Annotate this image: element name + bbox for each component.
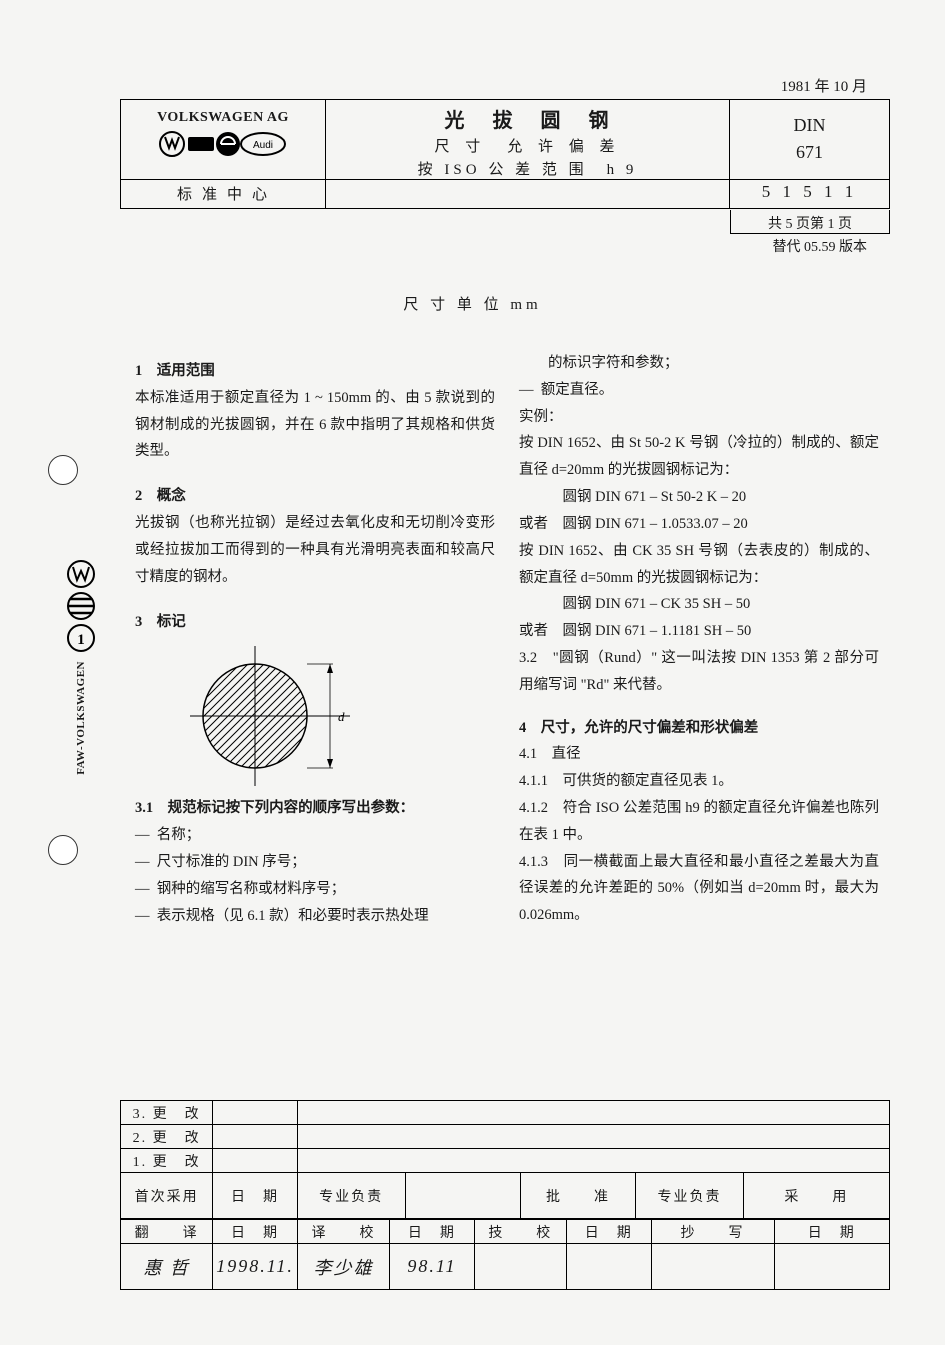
tech-proof-label: 技 校 [474,1220,566,1244]
param-list: —名称； —尺寸标准的 DIN 序号； —钢种的缩写名称或材料序号； —表示规格… [135,822,495,929]
example-1-desc: 按 DIN 1652、由 St 50-2 K 号钢（冷拉的）制成的、额定直径 d… [519,430,879,484]
title-line1: 光拔圆钢 [326,106,729,136]
prof-resp-label-1: 专业负责 [297,1173,405,1219]
company-name: VOLKSWAGEN AG [121,110,325,126]
example-1-code: 圆钢 DIN 671 – St 50-2 K – 20 [519,484,879,511]
din-number: 671 [730,139,889,166]
date-label-2: 日 期 [213,1220,298,1244]
section-4-1: 4.1 直径 [519,741,879,768]
section-3-1-title: 3.1 规范标记按下列内容的顺序写出参数： [135,795,495,822]
first-use-label: 首次采用 [121,1173,213,1219]
translate-table: 翻 译 日 期 译 校 日 期 技 校 日 期 抄 写 日 期 惠 哲 1998… [120,1219,890,1290]
section-4-1-3: 4.1.3 同一横截面上最大直径和最小直径之差最大为直径误差的允许差距的 50%… [519,849,879,929]
header-row1: VOLKSWAGEN AG Audi 光拔圆钢 尺 寸 [121,100,889,180]
example-label: 实例： [519,404,879,431]
date-label-4: 日 期 [566,1220,651,1244]
section-2-text: 光拔钢（也称光拉钢）是经过去氧化皮和无切削冷变形或经拉拔加工而得到的一种具有光滑… [135,510,495,590]
list-item-1: 名称； [157,822,201,849]
change-table: 3. 更 改 2. 更 改 1. 更 改 首次采用 日 期 专业负责 批 准 专… [120,1100,890,1219]
translate-label: 翻 译 [121,1220,213,1244]
translator-signature: 惠 哲 [121,1244,213,1290]
example-2-code: 圆钢 DIN 671 – CK 35 SH – 50 [519,591,879,618]
adopt-label: 采 用 [743,1173,889,1219]
header-right: DIN 671 [729,100,889,179]
doc-code: 5 1 5 1 1 [729,180,889,208]
list-item-2: 尺寸标准的 DIN 序号； [157,849,306,876]
section-3-2: 3.2 "圆钢（Rund）" 这一叫法按 DIN 1353 第 2 部分可用缩写… [519,645,879,699]
translate-date: 1998.11. [213,1244,298,1290]
side-logo: 1 FAW-VOLKSWAGEN [52,560,110,780]
std-center-label: 标准中心 [121,180,326,208]
bottom-tables: 3. 更 改 2. 更 改 1. 更 改 首次采用 日 期 专业负责 批 准 专… [120,1100,890,1290]
section-4-1-2: 4.1.2 符合 ISO 公差范围 h9 的额定直径允许偏差也陈列在表 1 中。 [519,795,879,849]
din-label: DIN [730,112,889,139]
faw-vw-logo-icon: 1 [60,560,102,655]
side-logo-text: FAW-VOLKSWAGEN [75,661,87,775]
section-1-title: 1 适用范围 [135,358,495,385]
section-4-title: 4 尺寸，允许的尺寸偏差和形状偏差 [519,715,879,742]
list-item-3: 钢种的缩写名称或材料序号； [157,876,346,903]
right-cont-1: 的标识字符和参数； [519,350,879,377]
change-2-label: 2. 更 改 [121,1125,213,1149]
prof-resp-label-2: 专业负责 [636,1173,744,1219]
section-2-title: 2 概念 [135,483,495,510]
header-left: VOLKSWAGEN AG Audi [121,100,326,179]
header-row2: 标准中心 5 1 5 1 1 [121,180,889,208]
svg-text:d: d [338,709,345,724]
date-label-3: 日 期 [390,1220,475,1244]
circle-diagram: d [175,641,370,791]
svg-text:Audi: Audi [253,140,273,151]
change-3-label: 3. 更 改 [121,1101,213,1125]
copy-label: 抄 写 [651,1220,774,1244]
example-2-desc: 按 DIN 1652、由 CK 35 SH 号钢（去表皮的）制成的、额定直径 d… [519,538,879,592]
header-row2-gap [326,180,729,208]
approve-label: 批 准 [520,1173,635,1219]
unit-line: 尺 寸 单 位 mm [30,293,915,314]
change-1-label: 1. 更 改 [121,1149,213,1173]
example-2-alt: 或者 圆钢 DIN 671 – 1.1181 SH – 50 [519,618,879,645]
header-box: VOLKSWAGEN AG Audi 光拔圆钢 尺 寸 [120,99,890,209]
replace-note: 替代 05.59 版本 [773,236,868,256]
proof-label: 译 校 [297,1220,389,1244]
section-1-text: 本标准适用于额定直径为 1 ~ 150mm 的、由 5 款说到的钢材制成的光拔圆… [135,385,495,465]
svg-text:1: 1 [77,632,85,648]
date-label: 日 期 [213,1173,298,1219]
right-li-nominal: 额定直径。 [541,377,614,404]
page-root: 1981 年 10 月 VOLKSWAGEN AG Audi [30,35,915,1315]
title-line3: 按 ISO 公 差 范 围 h 9 [326,159,729,182]
page-info: 共 5 页第 1 页 [730,210,890,234]
header-center: 光拔圆钢 尺 寸 允 许 偏 差 按 ISO 公 差 范 围 h 9 [326,100,729,179]
right-column: 的标识字符和参数； —额定直径。 实例： 按 DIN 1652、由 St 50-… [519,350,879,929]
example-1-alt: 或者 圆钢 DIN 671 – 1.0533.07 – 20 [519,511,879,538]
punch-hole-icon [48,835,78,865]
section-3-title: 3 标记 [135,609,495,636]
top-date: 1981 年 10 月 [781,75,867,96]
proof-date: 98.11 [390,1244,475,1290]
date-label-5: 日 期 [774,1220,889,1244]
section-4-1-1: 4.1.1 可供货的额定直径见表 1。 [519,768,879,795]
title-line2: 尺 寸 允 许 偏 差 [326,136,729,159]
left-column: 1 适用范围 本标准适用于额定直径为 1 ~ 150mm 的、由 5 款说到的钢… [135,350,495,929]
list-item-4: 表示规格（见 6.1 款）和必要时表示热处理 [157,903,429,930]
punch-hole-icon [48,455,78,485]
company-logos: Audi [121,130,325,163]
proofer-signature: 李少雄 [297,1244,389,1290]
content-columns: 1 适用范围 本标准适用于额定直径为 1 ~ 150mm 的、由 5 款说到的钢… [135,350,879,929]
